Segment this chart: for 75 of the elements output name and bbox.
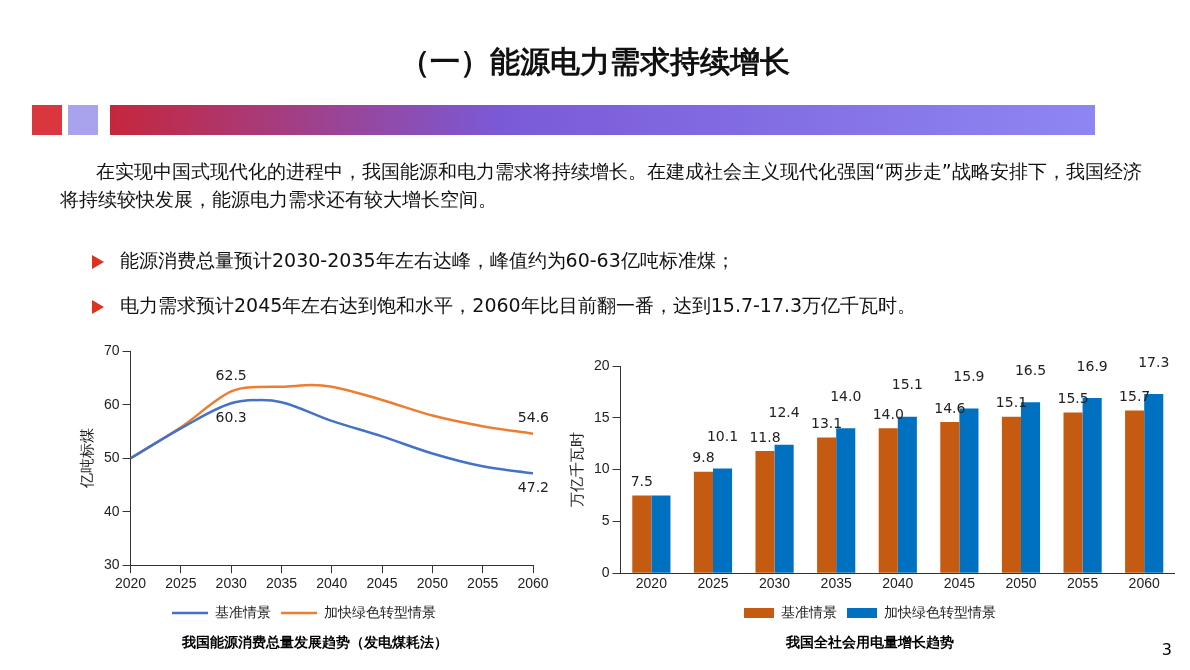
y-tick-label: 20 xyxy=(593,356,610,373)
x-tick-label: 2020 xyxy=(635,575,668,592)
data-label: 16.5 xyxy=(1014,361,1047,378)
y-axis-title: 万亿千瓦时 xyxy=(568,432,586,508)
x-tick-label: 2045 xyxy=(366,575,398,592)
legend-label: 加快绿色转型情景 xyxy=(324,603,436,620)
text: 能源消费总量预计2030-2035年左右达峰，峰值约为60-63亿吨标准煤； xyxy=(120,248,736,273)
y-tick-label: 40 xyxy=(103,502,120,519)
text: 3 xyxy=(1161,640,1172,659)
x-tick-label: 2060 xyxy=(517,575,549,592)
x-tick-label: 2055 xyxy=(467,575,499,592)
data-label: 11.8 xyxy=(749,428,781,445)
y-tick-label: 5 xyxy=(601,512,610,529)
x-tick-label: 2040 xyxy=(316,575,348,592)
text: （一）能源电力需求持续增长 xyxy=(399,43,791,81)
data-label: 15.9 xyxy=(953,368,985,385)
x-tick-label: 2030 xyxy=(215,575,247,592)
x-tick-label: 2025 xyxy=(697,575,729,592)
data-label: 14.6 xyxy=(934,399,966,416)
data-label: 15.5 xyxy=(1057,390,1089,407)
data-label: 62.5 xyxy=(215,367,247,384)
bar xyxy=(1063,412,1083,573)
y-tick-label: 50 xyxy=(103,449,120,466)
x-tick-label: 2020 xyxy=(114,575,147,592)
y-tick-label: 0 xyxy=(601,564,610,581)
y-tick-label: 60 xyxy=(103,395,120,412)
legend-label: 加快绿色转型情景 xyxy=(884,603,996,620)
y-tick-label: 15 xyxy=(593,408,610,425)
data-label: 15.7 xyxy=(1119,388,1151,405)
y-tick-label: 30 xyxy=(103,556,120,573)
data-label: 17.3 xyxy=(1138,353,1170,370)
data-label: 9.8 xyxy=(692,449,715,466)
x-tick-label: 2030 xyxy=(759,575,791,592)
data-label: 14.0 xyxy=(872,405,904,422)
data-label: 15.1 xyxy=(995,394,1028,411)
y-tick-label: 70 xyxy=(103,342,120,359)
text: 在实现中国式现代化的进程中，我国能源和电力需求将持续增长。在建成社会主义现代化强国“两步走”战略安排下，我国经济将持续较快发展，能源电力需求还有较大增长空间。 xyxy=(60,159,1143,212)
x-tick-label: 2040 xyxy=(882,575,914,592)
bar xyxy=(693,471,713,573)
bar xyxy=(1125,410,1145,573)
bar xyxy=(651,495,671,573)
x-tick-label: 2060 xyxy=(1128,575,1160,592)
data-label: 14.0 xyxy=(830,387,862,404)
data-label: 16.9 xyxy=(1076,357,1108,374)
bar xyxy=(940,421,960,573)
bar xyxy=(1001,416,1021,573)
data-label: 12.4 xyxy=(768,404,800,421)
y-tick-label: 10 xyxy=(593,460,610,477)
data-label: 60.3 xyxy=(215,408,247,425)
x-tick-label: 2045 xyxy=(943,575,976,592)
data-label: 15.1 xyxy=(891,376,923,393)
bar xyxy=(836,428,856,573)
x-tick-label: 2035 xyxy=(265,575,298,592)
legend-label: 基准情景 xyxy=(215,603,271,620)
bar xyxy=(817,437,837,573)
data-label: 10.1 xyxy=(706,428,739,445)
x-tick-label: 2050 xyxy=(416,575,449,592)
bar xyxy=(632,495,652,573)
data-label: 54.6 xyxy=(517,409,550,426)
legend-label: 基准情景 xyxy=(781,603,837,620)
bar xyxy=(755,450,775,573)
text: 电力需求预计2045年左右达到饱和水平，2060年比目前翻一番，达到15.7-17.3万亿千瓦时。 xyxy=(120,293,918,318)
x-tick-label: 2050 xyxy=(1005,575,1037,592)
y-axis-title: 亿吨标煤 xyxy=(78,428,96,490)
bar xyxy=(878,428,898,573)
data-label: 7.5 xyxy=(630,473,653,490)
text: 我国全社会用电量增长趋势 xyxy=(786,634,954,650)
data-label: 13.1 xyxy=(811,415,843,432)
data-label: 47.2 xyxy=(517,478,549,495)
x-tick-label: 2055 xyxy=(1067,575,1099,592)
bar xyxy=(774,444,794,573)
x-tick-label: 2025 xyxy=(165,575,197,592)
x-tick-label: 2035 xyxy=(820,575,852,592)
bar xyxy=(712,468,733,573)
text: 我国能源消费总量发展趋势（发电煤耗法） xyxy=(181,634,449,652)
